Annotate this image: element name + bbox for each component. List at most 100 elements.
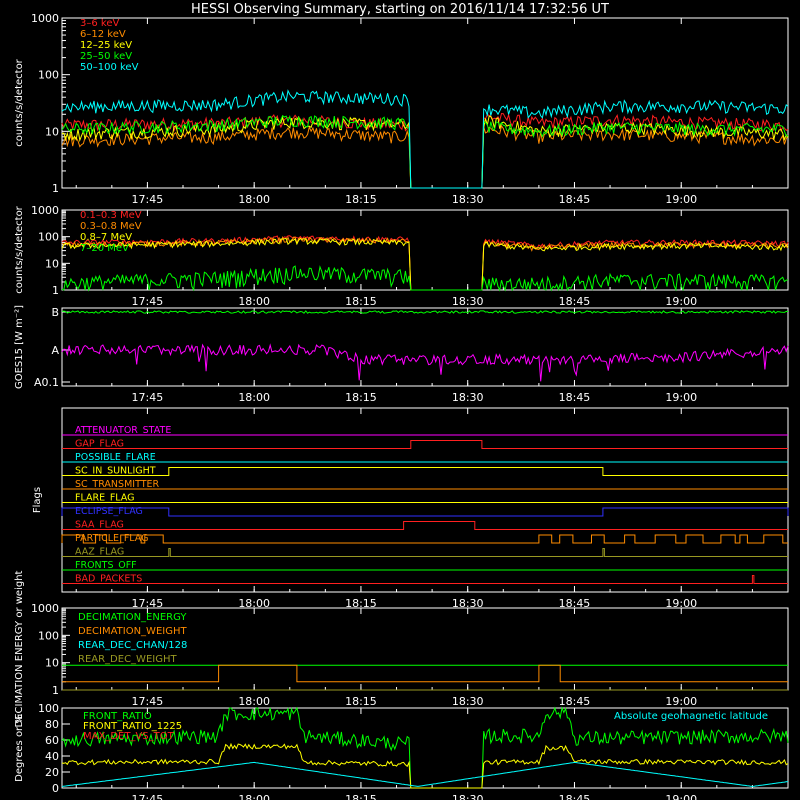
x-tick-label: 18:15 bbox=[345, 695, 377, 708]
flag-label: GAP_FLAG bbox=[75, 439, 124, 450]
panel-frame-goes bbox=[61, 307, 789, 387]
legend-entry: REAR_DEC_CHAN/128 bbox=[78, 640, 187, 651]
flag-line-6 bbox=[61, 507, 789, 517]
legend-entry: 0.3–0.8 MeV bbox=[80, 221, 142, 232]
legend-entry: 25–50 keV bbox=[80, 51, 132, 62]
y-axis-label-flags: Flags bbox=[32, 487, 43, 513]
x-tick-label: 17:45 bbox=[132, 391, 164, 404]
ratio-series-1 bbox=[61, 742, 789, 789]
y-tick-label: 10 bbox=[45, 657, 59, 670]
legend-entry: 0.1–0.3 MeV bbox=[80, 210, 142, 221]
y-tick-label: B bbox=[51, 306, 59, 319]
x-tick-label: 18:00 bbox=[238, 793, 270, 800]
x-tick-label: 18:15 bbox=[345, 793, 377, 800]
flag-line-11 bbox=[62, 575, 788, 584]
flag-label: FRONTS_OFF bbox=[75, 560, 137, 571]
x-tick-label: 19:00 bbox=[665, 597, 697, 610]
y-tick-label: 100 bbox=[38, 629, 59, 642]
y-tick-label: A bbox=[51, 344, 59, 357]
y-axis-label-lightcurve-high: counts/s/detector bbox=[14, 205, 25, 293]
flag-label: SC_IN_SUNLIGHT bbox=[75, 466, 156, 477]
x-tick-label: 18:30 bbox=[452, 793, 484, 800]
x-tick-label: 18:30 bbox=[452, 295, 484, 308]
flag-label: ATTENUATOR_STATE bbox=[75, 425, 171, 436]
flag-label: PARTICLE_FLAG bbox=[75, 533, 148, 544]
x-tick-label: 18:00 bbox=[238, 295, 270, 308]
x-tick-label: 18:30 bbox=[452, 695, 484, 708]
x-tick-label: 17:45 bbox=[132, 193, 164, 206]
x-tick-label: 18:45 bbox=[559, 695, 591, 708]
flag-line-7 bbox=[62, 521, 788, 530]
panel-frame-lightcurve-low bbox=[61, 17, 789, 189]
y-tick-label: 1000 bbox=[31, 602, 59, 615]
x-tick-label: 18:00 bbox=[238, 597, 270, 610]
legend-entry: REAR_DEC_WEIGHT bbox=[78, 654, 177, 665]
annotation-geomagnetic: Absolute geomagnetic latitude bbox=[614, 711, 768, 722]
y-tick-label: 60 bbox=[45, 734, 59, 747]
y-tick-label: 10 bbox=[45, 257, 59, 270]
flag-label: ECLIPSE_FLAG bbox=[75, 506, 143, 517]
y-axis-label-decimation: DECIMATION ENERGY or weight bbox=[14, 570, 25, 727]
x-tick-label: 18:45 bbox=[559, 793, 591, 800]
x-tick-label: 19:00 bbox=[665, 295, 697, 308]
x-tick-label: 17:45 bbox=[132, 695, 164, 708]
series-line-lightcurve-low-4 bbox=[61, 89, 789, 189]
y-tick-label: 100 bbox=[38, 69, 59, 82]
series-line-lightcurve-low-1 bbox=[61, 124, 789, 189]
flag-label: AAZ_FLAG bbox=[75, 547, 124, 558]
x-tick-label: 19:00 bbox=[665, 391, 697, 404]
x-tick-label: 18:15 bbox=[345, 391, 377, 404]
decimation-series-1 bbox=[62, 664, 788, 683]
legend-entry: 0.8–7 MeV bbox=[80, 232, 132, 243]
y-axis-label-ratios: Degrees or % bbox=[14, 714, 25, 782]
y-tick-label: 1000 bbox=[31, 204, 59, 217]
x-tick-label: 18:15 bbox=[345, 295, 377, 308]
x-tick-label: 19:00 bbox=[665, 695, 697, 708]
flag-label: SC_TRANSMITTER bbox=[75, 479, 160, 490]
x-tick-label: 17:45 bbox=[132, 295, 164, 308]
legend-entry: 3–6 keV bbox=[80, 18, 119, 29]
flag-line-9 bbox=[62, 548, 788, 557]
legend-entry: FRONT_RATIO_1225 bbox=[83, 721, 182, 732]
flag-line-1 bbox=[62, 440, 788, 449]
legend-entry: DECIMATION_WEIGHT bbox=[78, 626, 187, 637]
x-tick-label: 18:00 bbox=[238, 391, 270, 404]
legend-entry: MAX_DET_VS_TOT bbox=[83, 731, 175, 742]
x-tick-label: 18:30 bbox=[452, 193, 484, 206]
flag-line-3 bbox=[62, 467, 788, 476]
chart-title: HESSI Observing Summary, starting on 201… bbox=[191, 2, 609, 17]
x-tick-label: 19:00 bbox=[665, 793, 697, 800]
x-tick-label: 18:00 bbox=[238, 193, 270, 206]
x-tick-label: 19:00 bbox=[665, 193, 697, 206]
series-line-lightcurve-low-3 bbox=[61, 114, 789, 189]
x-tick-label: 18:45 bbox=[559, 193, 591, 206]
x-tick-label: 17:45 bbox=[132, 597, 164, 610]
x-tick-label: 18:00 bbox=[238, 695, 270, 708]
y-axis-label-goes: GOES15 [W m⁻²] bbox=[14, 305, 25, 389]
x-tick-label: 18:15 bbox=[345, 597, 377, 610]
x-tick-label: 18:30 bbox=[452, 391, 484, 404]
y-tick-label: 1000 bbox=[31, 12, 59, 25]
x-tick-label: 17:45 bbox=[132, 793, 164, 800]
ratio-series-3 bbox=[61, 761, 789, 787]
flag-label: BAD_PACKETS bbox=[75, 574, 142, 585]
x-tick-label: 18:45 bbox=[559, 391, 591, 404]
y-tick-label: 10 bbox=[45, 125, 59, 138]
goes-series-0 bbox=[61, 310, 789, 314]
legend-entry: 12–25 keV bbox=[80, 40, 132, 51]
x-tick-label: 18:15 bbox=[345, 193, 377, 206]
legend-entry: 50–100 keV bbox=[80, 62, 139, 73]
legend-entry: 7–20 MeV bbox=[80, 243, 129, 254]
panel-frame-lightcurve-high bbox=[61, 209, 789, 291]
y-tick-label: 20 bbox=[45, 766, 59, 779]
y-tick-label: 40 bbox=[45, 750, 59, 763]
flag-label: SAA_FLAG bbox=[75, 520, 124, 531]
y-tick-label: 0 bbox=[52, 782, 59, 795]
goes-series-1 bbox=[61, 343, 789, 382]
y-tick-label: 100 bbox=[38, 231, 59, 244]
flag-line-8 bbox=[61, 534, 788, 544]
y-tick-label: 1 bbox=[52, 284, 59, 297]
y-tick-label: 80 bbox=[45, 718, 59, 731]
y-tick-label: 100 bbox=[38, 702, 59, 715]
